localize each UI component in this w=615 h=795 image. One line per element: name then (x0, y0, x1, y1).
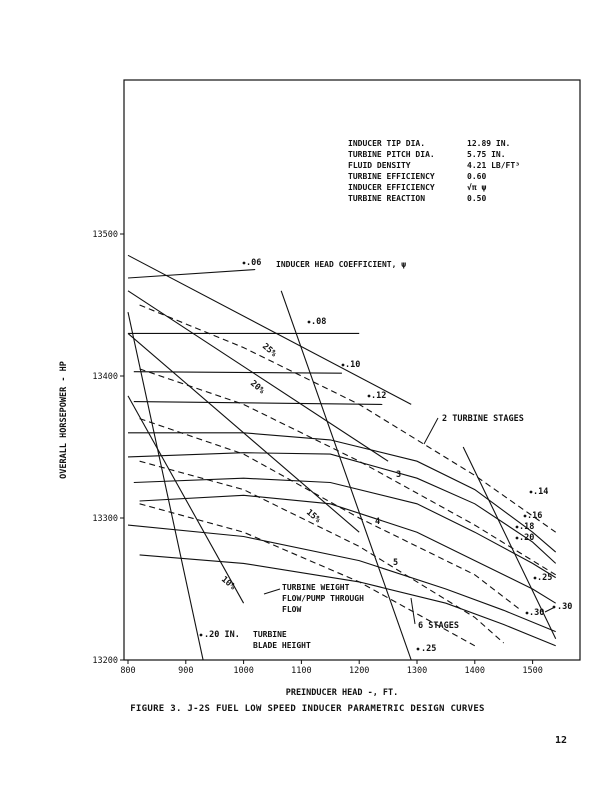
label-dot (416, 647, 420, 651)
series-line (127, 268, 256, 279)
series-layer (127, 254, 557, 661)
psi-label: .18 (519, 522, 534, 532)
y-tick-label: 13400 (92, 372, 118, 382)
series-line (280, 290, 412, 661)
stage-label: 3 (396, 470, 401, 480)
series-line (139, 503, 476, 647)
series-line (462, 446, 557, 639)
label-dot (367, 394, 371, 398)
psi-label: .30 (529, 608, 544, 618)
x-tick-label: 1400 (465, 666, 485, 676)
series-line (133, 401, 383, 405)
psi-label: .25 (537, 573, 552, 583)
x-tick-label: 900 (178, 666, 193, 676)
series-line (133, 371, 342, 374)
plot-frame (123, 79, 581, 661)
stage-label: 6 STAGES (418, 621, 459, 631)
x-tick-label: 1500 (522, 666, 542, 676)
series-line (127, 452, 557, 564)
series-line (139, 460, 505, 644)
x-tick-label: 800 (120, 666, 135, 676)
label-dot (529, 490, 533, 494)
turbine-blade-height-label: BLADE HEIGHT (253, 641, 311, 650)
psi-label: .10 (345, 360, 360, 370)
x-tick-label: 1300 (407, 666, 427, 676)
weight-flow-leader (263, 588, 281, 595)
label-dot (341, 363, 345, 367)
label-dot (307, 320, 311, 324)
stage-label: 5 (393, 558, 398, 568)
label-dot (242, 261, 246, 265)
param-name: FLUID DENSITY (348, 161, 411, 170)
y-tick-label: 13500 (92, 230, 118, 240)
turbine-weight-flow-label: TURBINE WEIGHT (282, 583, 350, 592)
param-value: 4.21 LB/FT³ (467, 161, 520, 170)
label-layer: INDUCER TIP DIA. 12.89 IN. TURBINE PITCH D… (199, 139, 572, 654)
param-name: TURBINE EFFICIENCY (348, 172, 435, 181)
series-line (127, 254, 412, 405)
label-dot (523, 514, 527, 518)
turbine-blade-height-label: TURBINE (253, 630, 287, 639)
weight-flow-label: 20% (248, 379, 267, 397)
x-axis-label: PREINDUCER HEAD -, FT. (286, 688, 399, 698)
series-line (128, 432, 557, 553)
x-tick-label: 1200 (349, 666, 369, 676)
blade-height-label: .30 (557, 602, 572, 612)
blade-height-leader (544, 606, 556, 613)
stages-leader (423, 417, 439, 445)
plot-border (123, 79, 581, 661)
param-name: INDUCER TIP DIA. (348, 139, 425, 148)
psi-label: .06 (246, 258, 261, 268)
turbine-weight-flow-label: FLOW (282, 605, 301, 614)
psi-label: .12 (371, 391, 386, 401)
series-line (139, 368, 556, 576)
series-line (133, 477, 556, 579)
param-value: 0.60 (467, 172, 486, 181)
psi-label: .16 (527, 511, 542, 521)
series-line (127, 395, 245, 604)
x-tick-label: 1000 (233, 666, 253, 676)
y-tick-label: 13200 (92, 656, 118, 666)
label-dot (515, 525, 519, 529)
figure-caption: FIGURE 3. J-2S FUEL LOW SPEED INDUCER PA… (130, 704, 485, 714)
series-line (127, 332, 360, 533)
weight-flow-label: 10% (219, 575, 238, 593)
label-dot (515, 536, 519, 540)
label-dot (199, 633, 203, 637)
psi-label: .08 (311, 317, 326, 327)
param-value: 12.89 IN. (467, 139, 510, 148)
psi-label: .20 (519, 533, 534, 543)
stage-label: 2 TURBINE STAGES (442, 414, 524, 424)
y-axis-label: OVERALL HORSEPOWER - HP (59, 361, 69, 479)
label-dot (533, 576, 537, 580)
page-number: 12 (554, 735, 567, 746)
series-line (139, 304, 557, 533)
series-line (139, 494, 556, 604)
series-line (139, 418, 522, 611)
series-line (127, 290, 389, 462)
series-line (139, 554, 556, 647)
tick-layer: 800 900 1000 1100 1200 1300 1400 1500 13200 13300… (59, 230, 543, 698)
blade-height-label: .25 (421, 644, 436, 654)
six-stages-leader (410, 597, 416, 625)
param-value: 5.75 IN. (467, 150, 506, 159)
weight-flow-label: 15% (304, 508, 323, 526)
series-line (127, 524, 556, 633)
blade-height-label: .20 IN. (204, 630, 240, 640)
turbine-weight-flow-label: FLOW/PUMP THROUGH (282, 594, 364, 603)
param-name: TURBINE REACTION (348, 194, 425, 203)
inducer-head-coefficient-label: INDUCER HEAD COEFFICIENT, ψ (276, 260, 406, 269)
series-line (127, 311, 204, 661)
param-name: INDUCER EFFICIENCY (348, 183, 435, 192)
label-dot (525, 611, 529, 615)
psi-label: .14 (533, 487, 548, 497)
x-tick-label: 1100 (291, 666, 311, 676)
param-value: 0.50 (467, 194, 486, 203)
y-tick-label: 13300 (92, 514, 118, 524)
stage-label: 4 (375, 517, 380, 527)
param-name: TURBINE PITCH DIA. (348, 150, 435, 159)
param-value: √π ψ (467, 183, 486, 192)
